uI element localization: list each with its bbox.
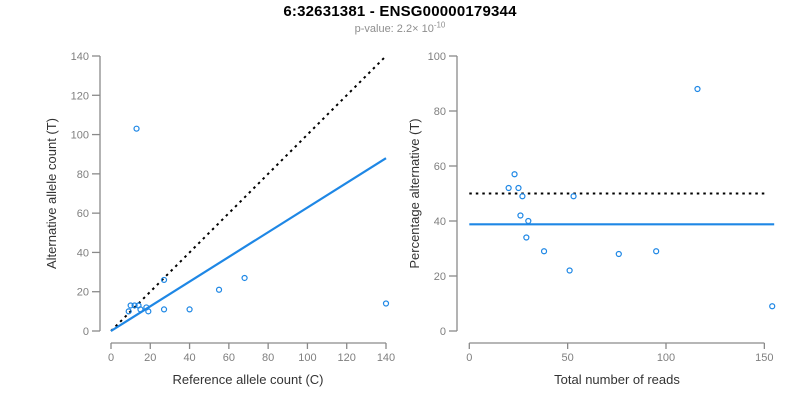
y-tick-label: 100 [428,51,446,63]
data-point [519,193,526,200]
data-point [505,184,512,192]
x-tick-label: 50 [562,352,574,364]
plot-panel-left: 0 20 40 60 80 100 120 140 0 20 40 60 80 100 120 140 Refe… [44,51,395,387]
regression-line [110,157,387,332]
data-point [160,306,168,313]
y-tick-label: 20 [77,287,89,299]
figure-subtitle: p-value: 2.2× 10-10 [0,20,800,35]
data-point [566,267,573,274]
y-tick-label: 80 [434,106,446,118]
y-tick-label: 100 [71,130,89,142]
figure-title: 6:32631381 - ENSG00000179344 [283,3,517,20]
data-point [694,85,701,93]
data-point [137,306,144,313]
y-tick-label: 60 [77,208,89,220]
data-point [131,302,138,309]
y-tick-label: 140 [71,51,89,63]
data-point [186,306,193,313]
x-tick-label: 120 [338,352,356,364]
data-point [540,248,548,255]
data-point [525,217,532,225]
x-tick-label: 80 [262,352,274,364]
x-tick-label: 100 [657,352,675,364]
x-tick-label: 0 [466,352,472,364]
data-point [570,193,577,200]
data-point [615,250,622,258]
data-point [133,125,140,132]
x-tick-label: 150 [755,352,773,364]
y-tick-label: 0 [440,326,446,338]
x-tick-label: 140 [377,352,395,364]
data-point [515,184,522,192]
data-point [517,212,524,219]
plot-panel-right: 0 20 40 60 80 100 0 50 100 150 Total number of rea… [407,51,776,387]
data-point [769,303,776,310]
x-axis-title: Total number of reads [554,372,680,387]
data-point [125,308,132,315]
x-axis-title: Reference allele count (C) [172,372,323,387]
y-axis-title: Alternative allele count (T) [44,118,59,269]
data-point [160,276,168,284]
y-tick-label: 60 [434,161,446,173]
data-point [127,302,134,309]
x-tick-label: 0 [108,352,114,364]
y-tick-label: 0 [83,326,89,338]
x-tick-label: 20 [144,352,156,364]
y-tick-label: 80 [77,169,89,181]
data-point [382,300,390,307]
y-tick-label: 40 [77,247,89,259]
data-point [215,286,223,293]
data-point [523,234,530,241]
data-point [653,248,660,255]
data-point [241,274,248,282]
data-point [145,308,152,315]
pvalue-exponent: -10 [433,20,446,30]
identity-line [110,55,387,332]
x-tick-label: 60 [223,352,235,364]
y-tick-label: 40 [434,216,446,228]
x-tick-label: 100 [298,352,316,364]
y-tick-label: 20 [434,271,446,283]
y-axis-title: Percentage alternative (T) [407,118,422,268]
pvalue-text: p-value: 2.2× 10 [354,23,434,35]
y-tick-label: 120 [71,90,89,102]
x-tick-label: 40 [183,352,195,364]
data-point [511,171,518,178]
